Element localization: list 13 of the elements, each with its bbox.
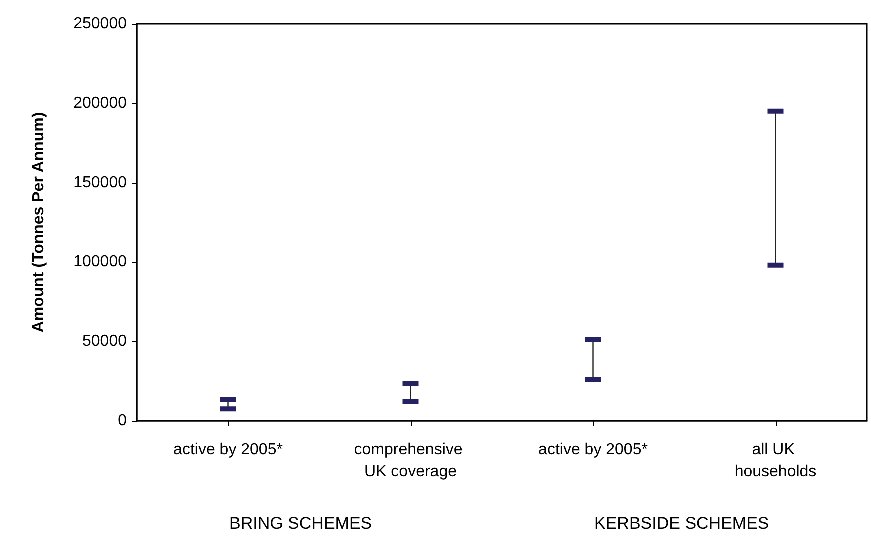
x-tick-label: active by 2005*	[538, 442, 648, 458]
text: BRING SCHEMES	[230, 514, 372, 533]
y-tick-label: 100000	[74, 254, 128, 271]
y-tick-label: 0	[118, 412, 128, 430]
x-tick-label: all UK households	[734, 442, 817, 480]
y-axis-title: Amount (Tonnes Per Annum)	[30, 112, 48, 333]
y-tick-label: 250000	[74, 16, 128, 32]
y-tick-label: 50000	[82, 333, 128, 350]
text: KERBSIDE SCHEMES	[594, 514, 770, 533]
y-tick-label: 150000	[74, 174, 128, 192]
x-tick-label: active by 2005*	[174, 442, 283, 458]
y-tick-label: 200000	[74, 94, 128, 112]
x-tick-label: comprehensive UK coverage	[354, 442, 468, 480]
